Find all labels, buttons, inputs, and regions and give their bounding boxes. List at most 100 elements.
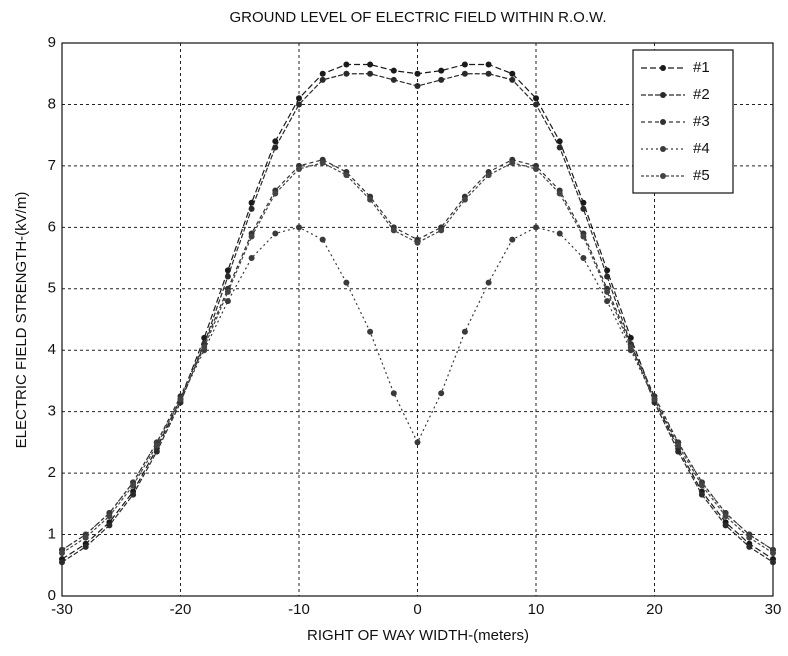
x-tick-label: 30 [765,601,782,618]
data-point [722,513,729,520]
data-point [177,396,184,403]
legend-marker [660,146,666,152]
data-point [461,328,468,335]
data-point [438,390,445,397]
data-point [651,396,658,403]
data-point [390,227,397,234]
data-point [296,95,302,102]
data-point [509,70,516,77]
y-tick-label: 8 [48,95,56,112]
data-point [485,172,492,179]
x-tick-label: 20 [646,601,663,618]
data-point [367,328,374,335]
data-point [153,442,160,449]
data-point [343,61,350,68]
data-point [153,448,160,455]
data-point [390,390,397,397]
data-point [296,165,302,172]
y-tick-label: 2 [48,464,56,481]
y-tick-label: 7 [48,157,56,174]
data-point [296,101,302,108]
data-point [604,298,611,305]
data-point [248,233,255,240]
y-tick-label: 6 [48,218,56,235]
data-point [438,227,445,234]
data-point [604,273,611,280]
data-point [627,344,634,351]
legend-marker [660,65,666,71]
data-point [509,236,516,243]
data-point [390,67,397,74]
data-point [698,491,705,498]
data-point [438,67,445,74]
data-point [461,196,468,203]
data-point [59,559,65,566]
data-point [201,344,208,351]
data-point [343,70,350,77]
data-point [414,439,421,446]
data-point [248,255,255,262]
y-tick-label: 1 [48,526,56,543]
data-point [746,543,753,550]
legend-label: #3 [693,113,710,130]
data-point [130,482,137,489]
legend-marker [660,119,666,125]
data-point [461,61,468,68]
data-point [533,95,539,102]
data-point [580,255,587,262]
data-point [533,101,539,108]
data-point [580,233,587,240]
data-point [675,442,682,449]
chart-title: GROUND LEVEL OF ELECTRIC FIELD WITHIN R.… [230,9,607,26]
x-axis-label: RIGHT OF WAY WIDTH-(meters) [307,627,529,644]
data-point [319,236,326,243]
data-point [106,513,113,520]
data-point [272,230,279,237]
legend-marker [660,173,666,179]
y-tick-label: 9 [48,34,56,51]
y-tick-label: 3 [48,403,56,420]
data-point [509,76,516,83]
data-point [698,482,705,489]
x-tick-label: 0 [413,601,421,618]
data-point [59,549,65,556]
legend-label: #4 [693,140,710,157]
y-tick-label: 5 [48,280,56,297]
data-point [343,172,350,179]
data-point [224,288,231,295]
data-point [367,70,374,77]
data-point [390,76,397,83]
legend-marker [660,92,666,98]
data-point [367,61,374,68]
data-point [770,549,776,556]
data-point [319,76,326,83]
data-point [319,159,326,166]
data-point [746,534,753,541]
data-point [556,230,563,237]
data-point [556,190,563,197]
data-point [106,522,113,529]
x-tick-label: -20 [170,601,192,618]
data-point [580,205,587,212]
data-point [485,279,492,286]
data-point [533,224,539,231]
data-point [722,522,729,529]
data-point [82,534,89,541]
data-point [509,159,516,166]
data-point [296,224,302,231]
data-point [414,83,421,90]
legend-label: #1 [693,59,710,76]
data-point [343,279,350,286]
y-tick-label: 0 [48,587,56,604]
data-point [272,190,279,197]
data-point [272,138,279,145]
data-point [675,448,682,455]
data-point [414,70,421,77]
x-tick-label: -30 [51,601,73,618]
data-point [224,273,231,280]
data-point [319,70,326,77]
data-point [556,138,563,145]
data-point [224,267,231,274]
data-point [533,165,539,172]
